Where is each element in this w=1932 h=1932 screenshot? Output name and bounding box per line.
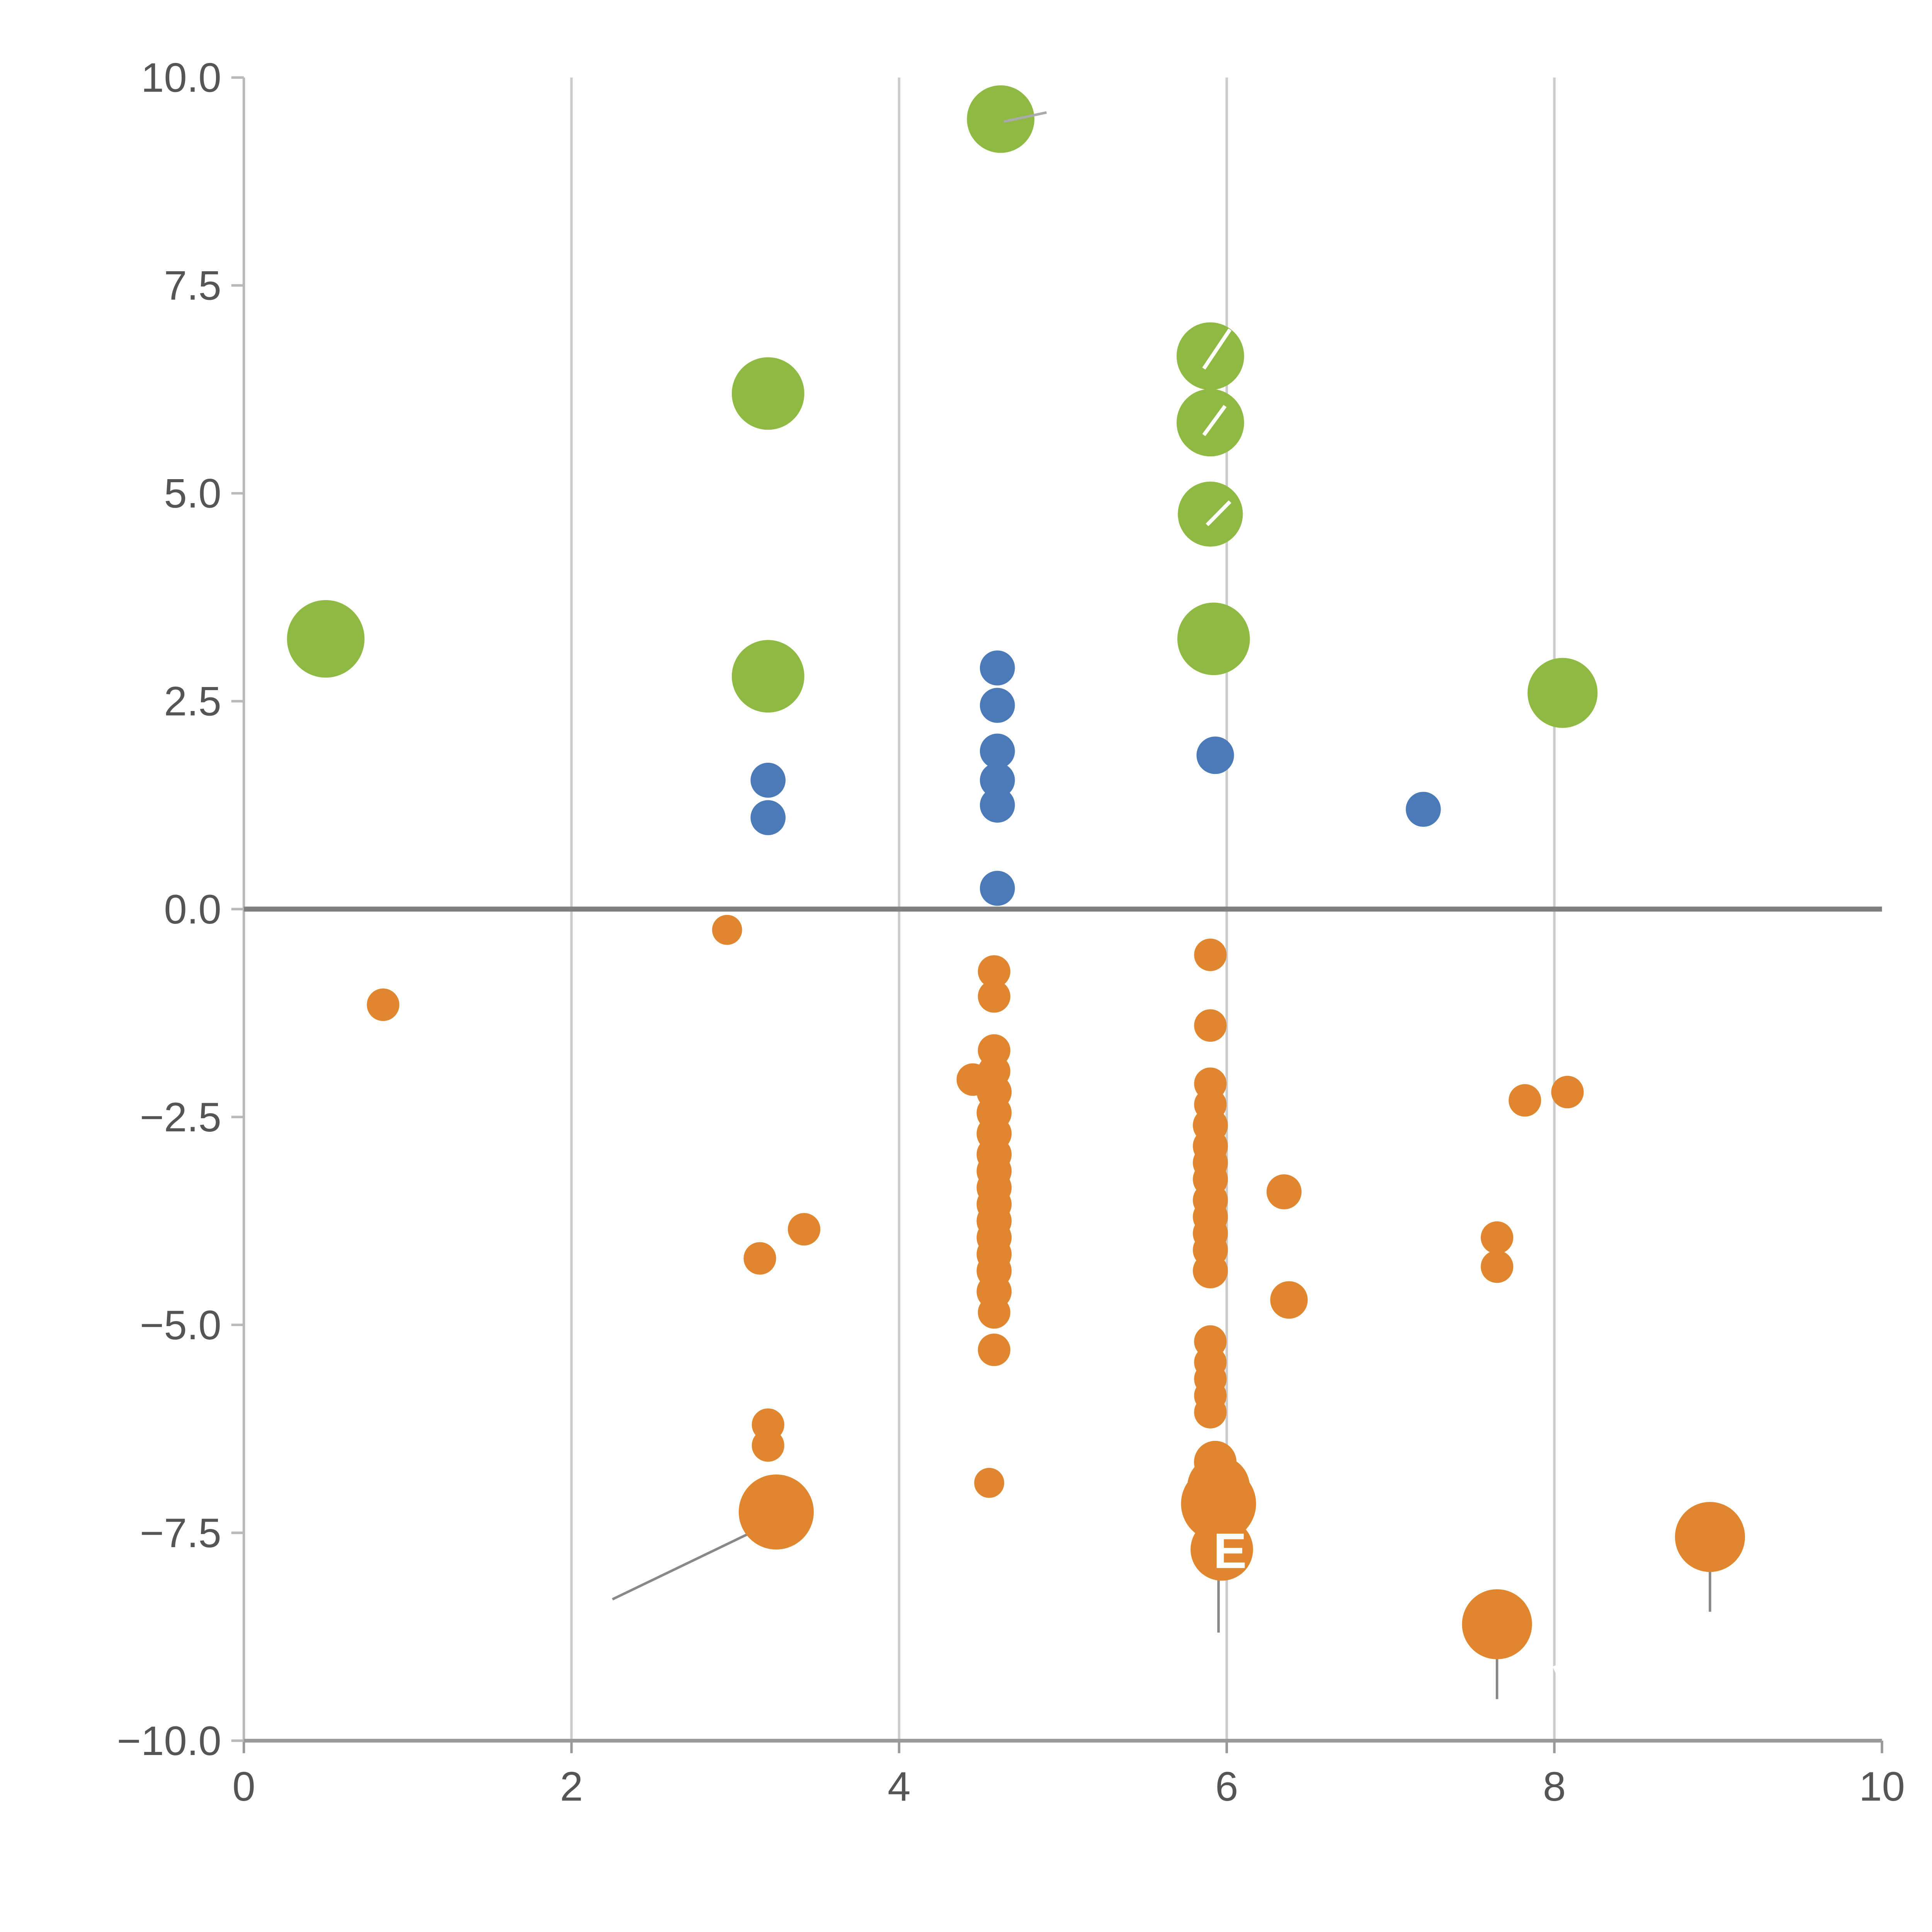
data-point-blue [1196,736,1234,774]
annotation-mark [1206,500,1231,526]
y-tick-label: 0.0 [164,886,221,932]
annotation-mark [1202,328,1232,370]
x-tick-label: 0 [232,1763,255,1810]
x-tick-label: 6 [1215,1763,1238,1810]
data-point-green [287,600,365,678]
data-point-orange [752,1429,784,1462]
annotation-mark [1553,1665,1569,1696]
x-tick-label: 2 [560,1763,583,1810]
data-point-orange [1270,1281,1308,1319]
data-point-orange [1551,1076,1584,1109]
data-point-orange [978,1333,1010,1366]
data-point-orange [1190,1518,1253,1581]
data-point-orange [974,1468,1004,1498]
data-point-orange [1509,1084,1541,1117]
data-point-orange [743,1242,776,1275]
data-point-blue [750,762,786,798]
data-point-blue [1406,792,1441,827]
data-point-orange [1481,1221,1514,1254]
y-tick-label: 7.5 [164,262,221,309]
annotation-mark [1202,405,1227,436]
y-tick-label: 5.0 [164,470,221,517]
y-tick-label: −2.5 [140,1094,221,1140]
y-tick-label: −10.0 [117,1718,221,1764]
data-point-green [1177,602,1250,675]
data-point-green [731,357,804,430]
data-point-orange [1266,1174,1302,1209]
data-point-orange [1675,1502,1745,1572]
data-point-orange [978,980,1010,1013]
data-point-blue [980,650,1015,685]
data-point-orange [1194,1009,1227,1042]
data-point-blue [980,871,1015,906]
data-point-orange [367,988,400,1021]
data-point-orange [1193,1253,1228,1289]
y-tick-label: 2.5 [164,678,221,724]
annotation-mark [900,310,908,340]
data-point-green [731,640,804,713]
data-point-orange [738,1474,814,1550]
data-point-orange [1194,939,1227,971]
data-point-green [967,85,1035,153]
x-tick-label: 10 [1859,1763,1905,1810]
data-point-blue [980,688,1015,723]
x-tick-label: 4 [888,1763,910,1810]
data-point-orange [1462,1589,1532,1660]
data-point-orange [978,955,1010,988]
data-point-green [1176,389,1244,457]
data-point-green [1527,658,1598,728]
data-point-blue [980,733,1015,769]
data-point-green [1178,481,1243,547]
y-tick-label: −7.5 [140,1510,221,1556]
x-tick-label: 8 [1543,1763,1566,1810]
y-tick-label: −5.0 [140,1302,221,1348]
data-point-orange [1194,1396,1227,1429]
point-label: E [1213,1523,1247,1579]
data-point-orange [978,1296,1010,1329]
data-point-blue [750,800,786,835]
data-point-orange [712,915,742,945]
data-point-orange [1481,1250,1514,1283]
data-point-blue [980,762,1015,798]
y-tick-label: 10.0 [141,54,221,101]
data-point-blue [980,787,1015,823]
leader-line [612,1522,772,1600]
data-point-orange [787,1213,821,1246]
annotation-mark [1003,111,1047,123]
